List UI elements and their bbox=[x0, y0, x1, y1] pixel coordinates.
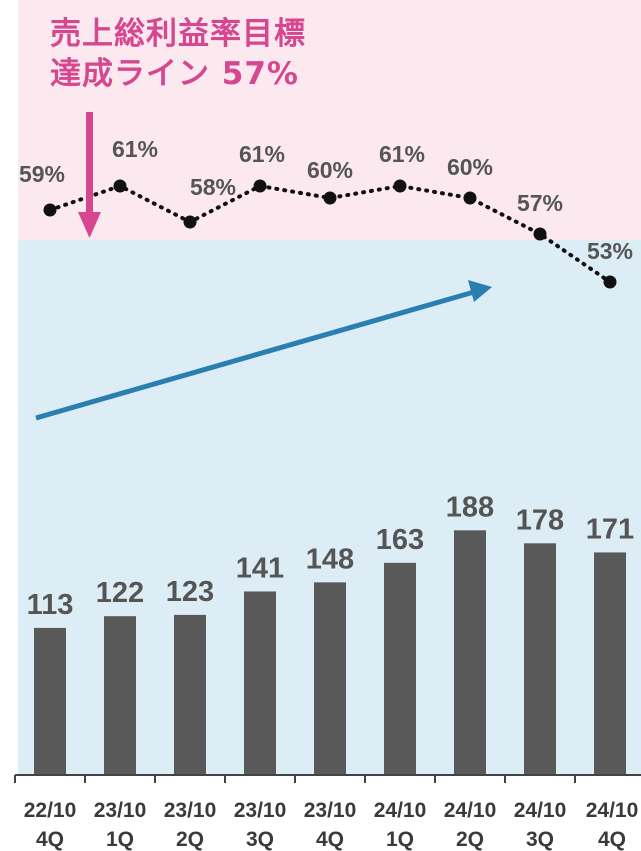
rate-point bbox=[43, 203, 57, 217]
bar-value-label: 171 bbox=[586, 513, 634, 545]
trend-arrow bbox=[35, 280, 492, 421]
trend-arrow-shaft bbox=[35, 289, 475, 421]
rate-value-label: 53% bbox=[587, 238, 633, 264]
x-tick-label-quarter: 1Q bbox=[106, 828, 134, 851]
bar-series bbox=[34, 530, 626, 775]
x-tick-label-period: 24/10 bbox=[374, 799, 427, 822]
x-tick-label-quarter: 1Q bbox=[386, 828, 414, 851]
bar-value-label: 188 bbox=[446, 491, 494, 523]
rate-value-labels: 59%61%58%61%60%61% 60%57%53% bbox=[19, 136, 633, 264]
x-tick-label-period: 22/10 bbox=[24, 799, 77, 822]
target-annotation-line1: 売上総利益率目標 bbox=[50, 16, 306, 52]
bar bbox=[454, 530, 486, 775]
target-annotation: 売上総利益率目標 達成ライン 57% bbox=[50, 14, 306, 94]
rate-point bbox=[393, 179, 407, 193]
rate-value-label: 59% bbox=[19, 161, 65, 187]
target-arrow-shaft bbox=[86, 112, 93, 215]
rate-point bbox=[183, 215, 197, 229]
bar bbox=[314, 582, 346, 775]
x-tick-label-period: 23/10 bbox=[164, 799, 217, 822]
x-tick-label-period: 24/10 bbox=[444, 799, 497, 822]
bar bbox=[384, 562, 416, 775]
target-down-arrow bbox=[78, 112, 101, 238]
target-arrow-head bbox=[78, 212, 101, 238]
bar-value-label: 122 bbox=[96, 577, 144, 609]
x-tick-label-period: 23/10 bbox=[304, 799, 357, 822]
x-tick-label-period: 24/10 bbox=[514, 799, 567, 822]
x-axis bbox=[14, 774, 641, 783]
x-tick-label-quarter: 2Q bbox=[456, 828, 484, 851]
bar bbox=[524, 543, 556, 775]
x-tick-label-quarter: 2Q bbox=[176, 828, 204, 851]
x-tick-label-quarter: 3Q bbox=[246, 828, 274, 851]
bar bbox=[174, 614, 206, 775]
bar bbox=[594, 552, 626, 775]
bar-value-label: 141 bbox=[236, 552, 284, 584]
bar-value-label: 113 bbox=[27, 589, 74, 621]
rate-series bbox=[43, 179, 617, 289]
rate-point bbox=[323, 191, 337, 205]
bar bbox=[34, 627, 66, 775]
rate-point bbox=[603, 275, 617, 289]
rate-value-label: 60% bbox=[307, 157, 353, 183]
bar bbox=[244, 591, 276, 775]
x-tick-label-quarter: 4Q bbox=[316, 828, 344, 851]
x-tick-label-period: 24/10 bbox=[586, 799, 639, 822]
x-tick-label-quarter: 4Q bbox=[36, 828, 64, 851]
rate-value-label: 61% bbox=[239, 141, 285, 167]
rate-value-label: 58% bbox=[190, 174, 236, 200]
bar-value-label: 148 bbox=[306, 543, 354, 575]
bar-value-label: 123 bbox=[166, 576, 214, 608]
rate-point bbox=[463, 191, 477, 205]
rate-point bbox=[533, 227, 547, 241]
target-annotation-line2: 達成ライン 57% bbox=[50, 56, 299, 92]
rate-value-label: 61% bbox=[112, 136, 158, 162]
rate-point bbox=[113, 179, 127, 193]
bar-value-label: 178 bbox=[516, 504, 564, 536]
x-tick-label-quarter: 4Q bbox=[598, 828, 626, 851]
x-tick-label-period: 23/10 bbox=[234, 799, 287, 822]
bar bbox=[104, 616, 136, 775]
bar-value-label: 163 bbox=[376, 524, 424, 556]
rate-value-label: 60% bbox=[447, 154, 493, 180]
x-tick-label-period: 23/10 bbox=[94, 799, 147, 822]
rate-value-label: 57% bbox=[517, 190, 563, 216]
trend-arrow-head bbox=[468, 280, 492, 302]
rate-point bbox=[253, 179, 267, 193]
x-tick-label-quarter: 3Q bbox=[526, 828, 554, 851]
rate-value-label: 61% bbox=[379, 141, 425, 167]
bar-value-labels: 113 122 123 141 148 163 188 178 171 bbox=[27, 491, 635, 621]
x-axis-tick-labels: 22/10 4Q 23/10 1Q 23/10 2Q 23/10 3Q 23/10 4Q 24/10… bbox=[24, 799, 639, 851]
